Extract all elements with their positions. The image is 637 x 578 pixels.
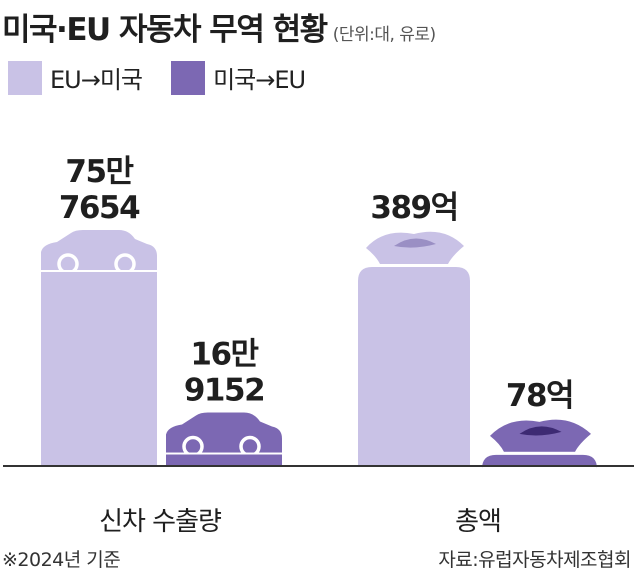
footnote: ※2024년 기준	[2, 549, 121, 571]
money-bag-icon-g1-b0-knot	[366, 231, 464, 264]
value-label-g0-b0: 75만	[65, 154, 133, 190]
legend-item-eu-to-us: EU→미국	[8, 60, 143, 95]
bar-g1-b0	[358, 267, 470, 465]
legend-swatch-eu-to-us	[8, 60, 42, 95]
legend: EU→미국 미국→EU	[8, 60, 329, 100]
bar-g1-b1	[482, 454, 597, 469]
value-label-g0-b1: 16만	[190, 337, 258, 373]
money-bag-icon-g1-b1-gap	[482, 451, 597, 455]
chart-title: 미국·EU 자동차 무역 현황	[2, 12, 328, 48]
value-label-g1-b0: 389억	[370, 190, 457, 226]
car-icon-g0-b1	[166, 412, 282, 458]
legend-label-us-to-eu: 미국→EU	[213, 66, 306, 94]
money-bag-icon-g1-b1	[482, 419, 597, 455]
money-bag-icon-g1-b0-gap	[358, 264, 470, 267]
category-label-1: 총액	[455, 507, 501, 537]
value-label-g1-b1: 78억	[506, 378, 573, 414]
bar-g0-b1	[166, 454, 282, 465]
legend-item-us-to-eu: 미국→EU	[171, 60, 306, 95]
legend-label-eu-to-us: EU→미국	[50, 66, 143, 94]
car-icon-g0-b0	[41, 230, 157, 275]
money-bag-icon-g1-b1-tie	[519, 426, 562, 436]
unit-label: (단위:대, 유로)	[332, 25, 437, 45]
value-label-g0-b1: 9152	[184, 373, 264, 409]
car-icon-g0-b1-gap	[166, 452, 282, 456]
money-bag-icon-g1-b1-knot	[490, 419, 591, 452]
source-note: 자료:유럽자동차제조협회	[438, 549, 631, 571]
car-icon-g0-b0-gap	[41, 270, 157, 273]
category-label-0: 신차 수출량	[99, 507, 222, 537]
money-bag-icon-g1-b0-tie	[394, 238, 436, 248]
value-label-g0-b0: 7654	[59, 190, 140, 226]
title-row: 미국·EU 자동차 무역 현황 (단위:대, 유로)	[2, 4, 634, 48]
legend-swatch-us-to-eu	[171, 60, 206, 95]
bar-g0-b0	[41, 272, 157, 465]
money-bag-icon-g1-b0	[358, 231, 470, 267]
